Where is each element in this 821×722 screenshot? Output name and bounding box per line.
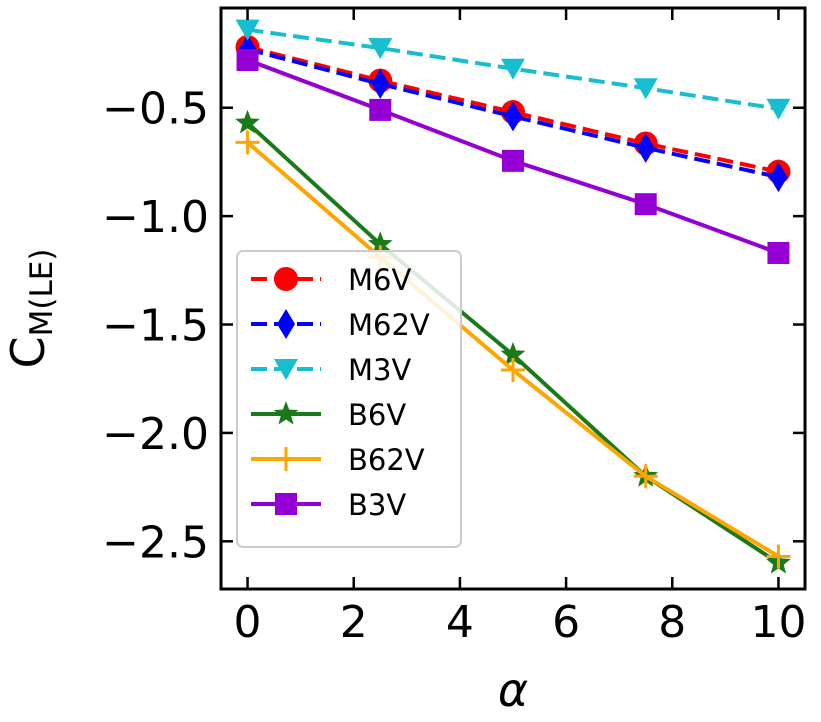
legend-swatch-marker: [275, 493, 297, 515]
legend-label: B3V: [348, 488, 406, 522]
y-axis-label-subscript: M(LE): [24, 249, 60, 337]
data-point-m62v: [636, 132, 655, 163]
legend-item-b6v: B6V: [251, 398, 406, 432]
x-axis-label: α: [498, 663, 528, 717]
legend-item-b3v: B3V: [251, 488, 406, 522]
data-point-m3v: [766, 98, 791, 120]
data-point-b6v: [235, 109, 260, 134]
data-point-m3v: [633, 78, 658, 100]
data-point-b3v: [236, 49, 259, 72]
legend-label: M6V: [348, 263, 411, 297]
y-axis-label-main: C: [1, 336, 55, 368]
x-tick-label: 10: [750, 597, 806, 648]
series-m3v: [235, 19, 791, 120]
series-b3v: [236, 49, 790, 264]
data-point-b6v: [500, 341, 526, 366]
x-tick-label: 0: [234, 597, 262, 648]
data-point-b62v: [501, 358, 525, 383]
legend-item-m62v: M62V: [251, 308, 430, 342]
data-point-m3v: [501, 58, 525, 80]
data-point-b3v: [767, 241, 790, 264]
legend-label: M62V: [348, 308, 430, 342]
plot-frame: [219, 6, 807, 591]
data-point-b62v: [633, 464, 658, 489]
y-tick-label: −2.5: [102, 517, 209, 568]
series-layer: [235, 19, 791, 574]
data-point-m3v: [368, 38, 393, 60]
ticks-layer: 0 2 4 6 8 10 −0.5 −1.0 −1.5 −2.0 −2.5: [102, 8, 806, 648]
data-point-m62v: [769, 162, 788, 193]
x-tick-label: 2: [340, 597, 368, 648]
data-point-b3v: [502, 149, 524, 172]
legend-item-m3v: M3V: [251, 353, 411, 387]
y-tick-label: −1.0: [102, 192, 209, 243]
legend-swatch-marker: [274, 359, 298, 380]
y-tick-label: −1.5: [102, 301, 209, 352]
legend: M6V M62V M3V B6V B62V B3V: [236, 250, 462, 548]
data-point-m62v: [371, 68, 390, 99]
data-point-b3v: [369, 98, 392, 121]
x-tick-label: 4: [446, 597, 474, 648]
legend-swatch-marker: [277, 309, 295, 339]
data-point-m62v: [504, 101, 522, 132]
legend-swatch-marker: [274, 267, 298, 291]
legend-swatch-marker: [274, 447, 298, 471]
legend-item-m6v: M6V: [251, 263, 411, 297]
y-tick-label: −2.0: [102, 409, 209, 460]
y-tick-label: −0.5: [102, 84, 209, 135]
y-axis-label: CM(LE): [1, 249, 60, 369]
data-point-b62v: [235, 130, 260, 155]
data-point-b3v: [634, 193, 657, 216]
legend-label: B62V: [348, 443, 425, 477]
data-point-b62v: [766, 544, 791, 569]
data-point-m3v: [235, 19, 260, 41]
legend-item-b62v: B62V: [251, 443, 425, 477]
legend-label: B6V: [348, 398, 406, 432]
legend-swatch-marker: [273, 401, 299, 425]
x-tick-label: 8: [658, 597, 686, 648]
data-point-b6v: [367, 231, 393, 255]
x-tick-label: 6: [552, 597, 580, 648]
legend-label: M3V: [348, 353, 411, 387]
